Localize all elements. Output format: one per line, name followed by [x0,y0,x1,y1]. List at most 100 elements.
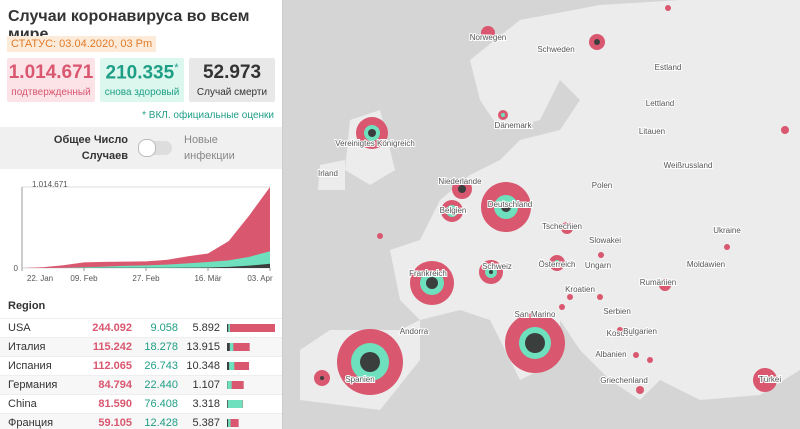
recovered-mark: * [174,62,179,74]
bar-deaths [227,400,228,408]
map-label: Niederlande [438,177,482,186]
x-tick-label: 16. Mär [194,274,221,283]
bar-recovered [228,419,231,427]
bar-recovered [229,343,234,351]
map-label: Bulgarien [623,327,657,336]
area [22,251,270,268]
map-label: Irland [318,169,338,178]
table-cell: 9.058 [150,322,178,334]
table-cell: 26.743 [144,360,178,372]
map-label: Spanien [345,375,374,384]
table-cell: Испания [8,360,52,372]
bar-recovered [229,362,235,370]
bar-deaths [227,324,229,332]
map-label: Moldawien [687,260,725,269]
confirmed-label: подтвержденный [11,87,91,98]
bar-confirmed [227,419,239,427]
toggle-left[interactable]: Общее Число Случаев [53,134,128,162]
recovered-label: снова здоровый [104,87,180,99]
map-label: Serbien [603,307,631,316]
map-label: Weißrussland [664,161,713,170]
bar-confirmed [227,362,250,370]
bar-deaths [227,362,230,370]
table-row[interactable]: Франция 59.105 12.428 5.387 [0,413,282,429]
map-label: Schweden [537,45,574,54]
bar [227,343,250,351]
table-cell: 59.105 [98,417,132,429]
map-label: Slowakei [589,236,621,245]
map-label: Griechenland [600,376,648,385]
map-label: San Marino [515,310,556,319]
map-label: Tschechien [542,222,582,231]
confirmed-value: 1.014.671 [8,62,94,83]
table-cell: 1.107 [192,379,220,391]
map-label: Ukraine [713,226,741,235]
map-label: Vereinigtes Königreich [335,139,415,148]
map-label: Norwegen [470,33,506,42]
table-cell: 5.892 [192,322,220,334]
y-tick-label: 0 [14,264,19,273]
table-row[interactable]: China 81.590 76.408 3.318 [0,394,282,414]
table-cell: 84.794 [98,379,132,391]
map-label: Kosovo [607,329,634,338]
table-cell: 22.440 [144,379,178,391]
bar-deaths [227,343,230,351]
x-tick-label: 22. Jan [27,274,53,283]
map-label: Albanien [595,350,626,359]
table-row[interactable]: Италия 115.242 18.278 13.915 [0,337,282,357]
y-tick-label: 1.014.671 [32,180,68,189]
bar-confirmed [227,343,250,351]
confirmed-box: 1.014.671 подтвержденный [7,58,95,102]
map-label: Litauen [639,127,665,136]
table-cell: China [8,398,37,410]
map-label: Belgien [440,206,467,215]
bar [227,381,244,389]
bar-recovered [228,324,230,332]
area [22,263,270,268]
table-cell: 112.065 [92,360,132,372]
land [300,0,800,410]
bar-recovered [227,381,232,389]
bar-confirmed [227,324,275,332]
table-cell: 76.408 [144,398,178,410]
x-tick-label: 03. Apr [247,274,273,283]
map-label: Deutschland [488,200,532,209]
table-cell: 10.348 [186,360,220,372]
table-row[interactable]: Испания 112.065 26.743 10.348 [0,356,282,376]
deaths-box: 52.973 Случай смерти [189,58,275,102]
side-panel: Случаи коронавируса во всем мире СТАТУС:… [0,0,283,429]
status: СТАТУС: 03.04.2020, 03 Pm [7,36,157,52]
table-header: Region [8,300,46,312]
table-cell: 5.387 [192,417,220,429]
map-label: Estland [655,63,682,72]
recovered-value: 210.335 [105,62,175,84]
table-row[interactable]: Германия 84.794 22.440 1.107 [0,375,282,395]
toggle-switch[interactable] [138,139,172,157]
table-cell: 12.428 [144,417,178,429]
table-cell: Италия [8,341,46,353]
map-label: Andorra [400,327,429,336]
map-label: Schweiz [482,262,512,271]
map-label: Lettland [646,99,674,108]
table-row[interactable]: USA 244.092 9.058 5.892 [0,318,282,338]
bar-recovered [227,400,243,408]
bar-deaths [227,419,229,427]
map-label: Türkei [759,375,781,384]
table-cell: 3.318 [192,398,220,410]
map: Norwegen Schweden Estland Lettland Dänemark L… [283,0,800,429]
map-label: Ungarn [585,261,611,270]
map-label: Frankreich [409,269,447,278]
bubbles [314,5,789,395]
map-label: Österreich [539,260,576,269]
map-label: Dänemark [495,121,533,130]
deaths-label: Случай смерти [196,87,268,98]
toggle-right[interactable]: Новые инфекции [184,134,235,162]
table-cell: 13.915 [186,341,220,353]
x-tick-label: 27. Feb [132,274,160,283]
recovered-box: 210.335* снова здоровый [100,58,184,102]
toggle-row: Общее Число Случаев Новые инфекции [0,127,282,169]
bar [227,419,239,427]
table-cell: Германия [8,379,58,391]
mini-chart: 0 1.014.671 22. Jan 09. Feb 27. Feb 16. Mär 03… [14,180,273,283]
